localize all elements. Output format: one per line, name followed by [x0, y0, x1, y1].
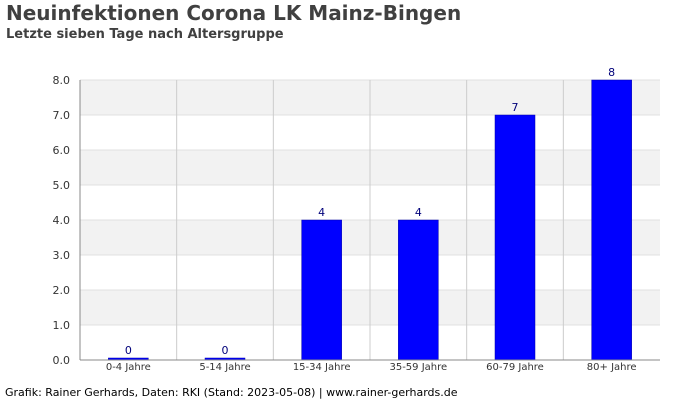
- data-label: 7: [512, 101, 519, 114]
- x-tick-label: 0-4 Jahre: [106, 362, 151, 373]
- y-tick-labels: 0.0 1.0 2.0 3.0 4.0 5.0 6.0 7.0 8.0: [53, 74, 71, 367]
- data-label: 0: [222, 344, 229, 357]
- y-tick-label: 5.0: [53, 179, 71, 192]
- x-tick-label: 80+ Jahre: [587, 362, 637, 373]
- y-tick-label: 8.0: [53, 74, 71, 87]
- data-label: 8: [608, 66, 615, 79]
- x-tick-label: 15-34 Jahre: [293, 362, 351, 373]
- y-tick-label: 0.0: [53, 354, 71, 367]
- source-footer: Grafik: Rainer Gerhards, Daten: RKI (Sta…: [5, 386, 458, 399]
- bar: [591, 79, 632, 361]
- bar: [301, 219, 342, 361]
- bar: [494, 114, 536, 361]
- y-tick-label: 3.0: [53, 249, 71, 262]
- y-tick-label: 4.0: [53, 214, 71, 227]
- data-labels: 0 0 4 4 7 8: [125, 66, 615, 357]
- x-tick-label: 35-59 Jahre: [389, 362, 447, 373]
- y-tick-label: 1.0: [53, 319, 71, 332]
- chart-subtitle: Letzte sieben Tage nach Altersgruppe: [6, 27, 284, 42]
- chart-title: Neuinfektionen Corona LK Mainz-Bingen: [6, 1, 462, 25]
- data-label: 4: [415, 206, 422, 219]
- axes: [79, 80, 660, 361]
- y-tick-label: 6.0: [53, 144, 71, 157]
- data-label: 4: [318, 206, 325, 219]
- data-label: 0: [125, 344, 132, 357]
- bar: [398, 219, 439, 361]
- x-tick-label: 60-79 Jahre: [486, 362, 544, 373]
- y-tick-label: 2.0: [53, 284, 71, 297]
- x-tick-label: 5-14 Jahre: [199, 362, 250, 373]
- bars: [108, 79, 632, 361]
- y-tick-label: 7.0: [53, 109, 71, 122]
- x-tick-labels: 0-4 Jahre 5-14 Jahre 15-34 Jahre 35-59 Jahr…: [106, 362, 637, 373]
